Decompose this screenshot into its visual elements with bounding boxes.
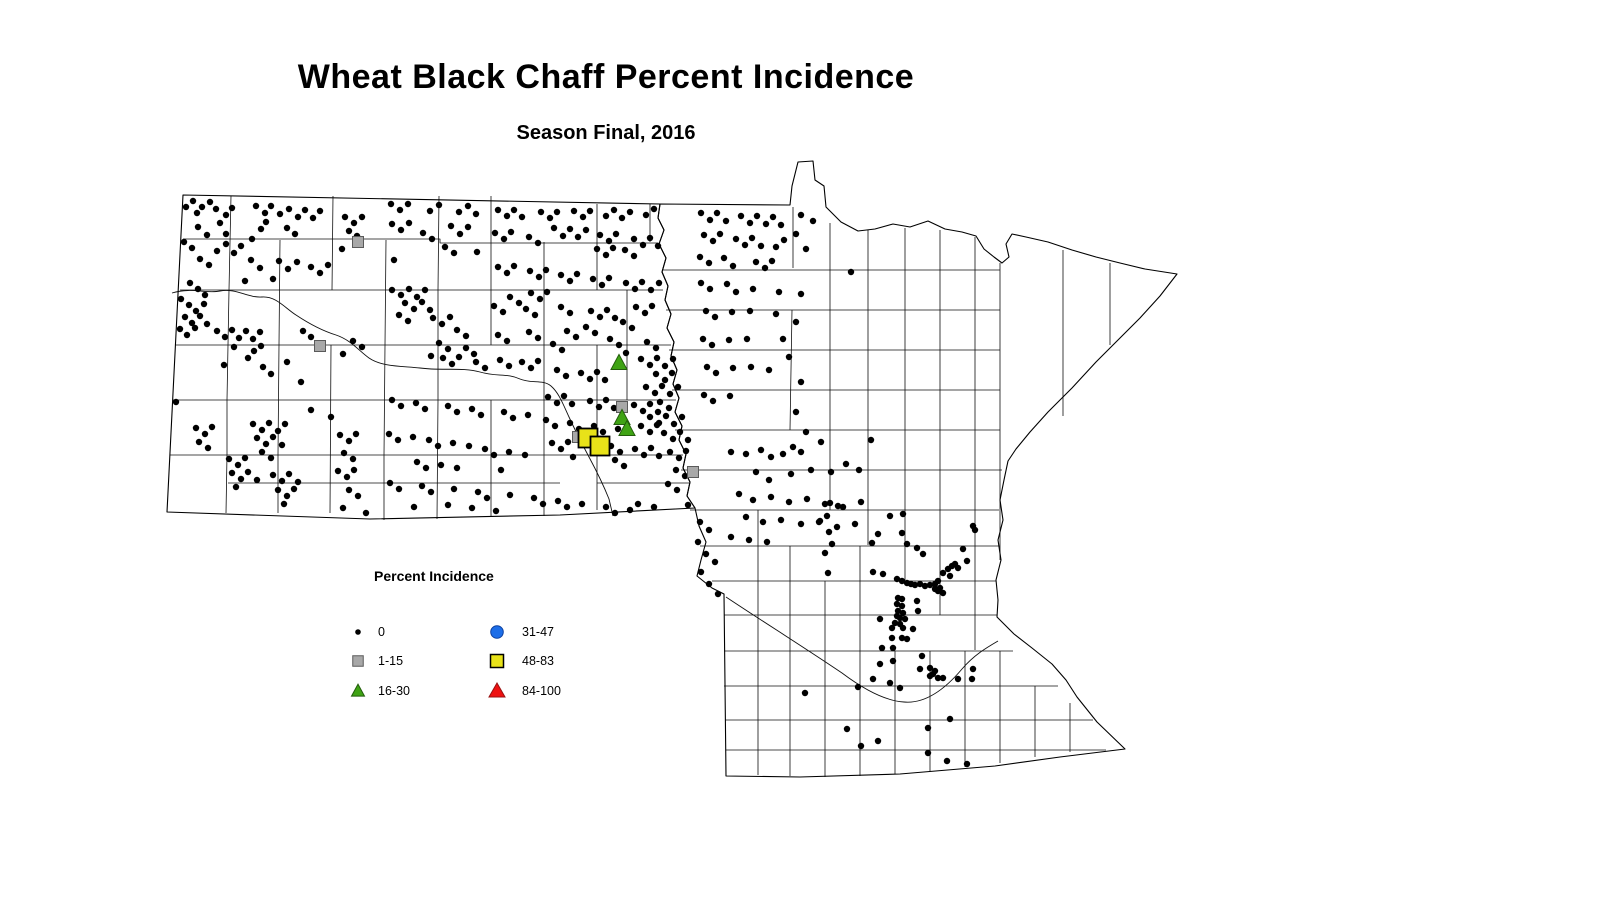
yellow-square-icon	[489, 653, 505, 669]
legend-item-16-30: 16-30	[349, 682, 410, 700]
legend-item-0: 0	[349, 623, 385, 641]
black-dot-icon	[355, 629, 361, 635]
missouri-river	[171, 289, 614, 517]
gray-square-icon	[352, 655, 364, 667]
legend-item-84-100: 84-100	[488, 682, 561, 700]
legend-item-31-47: 31-47	[488, 623, 554, 641]
legend-item-1-15: 1-15	[349, 652, 403, 670]
green-triangle-icon	[350, 683, 366, 697]
legend-title: Percent Incidence	[374, 568, 494, 584]
chart-title: Wheat Black Chaff Percent Incidence	[297, 58, 915, 96]
legend-item-48-83: 48-83	[488, 652, 554, 670]
data-points-layer	[172, 197, 979, 768]
minnesota-outline	[657, 160, 1178, 778]
river-boundaries	[171, 289, 999, 703]
blue-circle-icon	[490, 625, 504, 639]
red-triangle-icon	[488, 682, 506, 698]
county-boundaries	[170, 195, 1111, 777]
chart-subtitle: Season Final, 2016	[516, 122, 696, 144]
minnesota-river	[725, 596, 999, 703]
